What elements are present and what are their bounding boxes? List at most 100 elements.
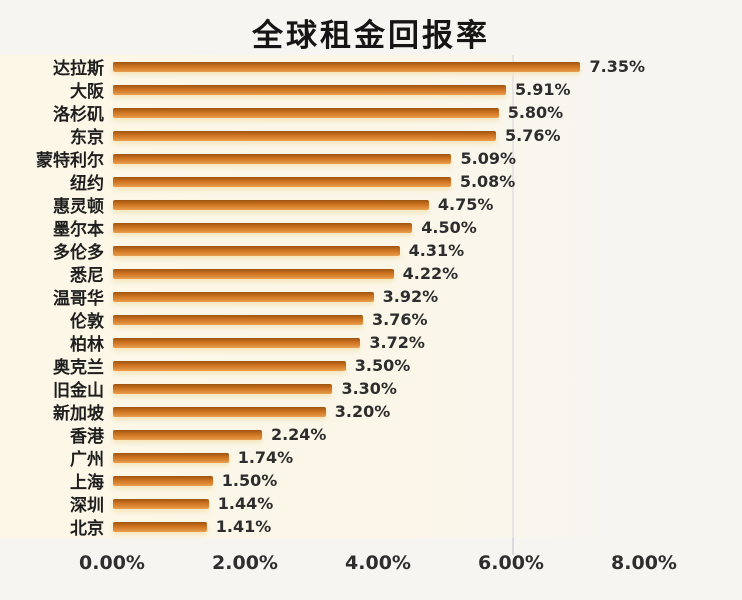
value-label: 7.35% bbox=[589, 57, 645, 76]
bar-track: 3.72% bbox=[113, 331, 645, 354]
bar-track: 1.74% bbox=[113, 446, 645, 469]
bar-track: 5.91% bbox=[113, 78, 645, 101]
category-label: 洛杉矶 bbox=[53, 105, 104, 125]
bar-row: 旧金山 3.30% bbox=[0, 377, 742, 401]
bar bbox=[113, 475, 213, 486]
bar-row: 悉尼 4.22% bbox=[0, 262, 742, 286]
bar-row: 墨尔本 4.50% bbox=[0, 216, 742, 240]
category-label: 悉尼 bbox=[70, 266, 104, 286]
bar-row: 蒙特利尔 5.09% bbox=[0, 147, 742, 171]
bar-track: 1.44% bbox=[113, 492, 645, 515]
bar-track: 5.09% bbox=[113, 147, 645, 170]
category-label: 香港 bbox=[70, 427, 104, 447]
category-label: 奥克兰 bbox=[53, 358, 104, 378]
category-label: 达拉斯 bbox=[53, 59, 104, 79]
category-label: 东京 bbox=[70, 128, 104, 148]
x-tick-4: 4.00% bbox=[345, 552, 411, 574]
category-label: 上海 bbox=[70, 473, 104, 493]
bar bbox=[113, 222, 413, 233]
x-axis: 0.00% 2.00% 4.00% 6.00% 8.00% bbox=[79, 552, 677, 584]
bar-row: 温哥华 3.92% bbox=[0, 285, 742, 309]
value-label: 1.41% bbox=[215, 517, 272, 536]
bar-row: 奥克兰 3.50% bbox=[0, 354, 742, 378]
value-label: 3.72% bbox=[369, 333, 425, 352]
bar bbox=[113, 521, 207, 532]
bar bbox=[113, 130, 497, 141]
bar-track: 2.24% bbox=[113, 423, 645, 446]
bar-track: 1.50% bbox=[113, 469, 645, 492]
bar bbox=[113, 498, 209, 509]
bar-track: 7.35% bbox=[113, 55, 645, 78]
value-label: 3.92% bbox=[382, 287, 439, 306]
bar-row: 新加坡 3.20% bbox=[0, 400, 742, 424]
bar bbox=[113, 406, 326, 417]
value-label: 2.24% bbox=[270, 425, 327, 444]
value-label: 4.50% bbox=[421, 218, 477, 237]
bar-track: 5.76% bbox=[113, 124, 645, 147]
chart-title: 全球租金回报率 bbox=[252, 18, 490, 54]
x-tick-8: 8.00% bbox=[611, 552, 677, 574]
x-tick-0: 0.00% bbox=[79, 552, 145, 574]
bar-track: 4.22% bbox=[113, 262, 645, 285]
bar-row: 广州 1.74% bbox=[0, 446, 742, 470]
category-label: 温哥华 bbox=[53, 289, 104, 309]
bar bbox=[113, 429, 262, 440]
bar-row: 大阪 5.91% bbox=[0, 78, 742, 102]
bar-row: 多伦多 4.31% bbox=[0, 239, 742, 263]
bar-row: 北京 1.41% bbox=[0, 515, 742, 539]
bar-track: 3.50% bbox=[113, 354, 645, 377]
category-label: 广州 bbox=[70, 450, 104, 470]
bar-row: 惠灵顿 4.75% bbox=[0, 193, 742, 217]
bar-track: 3.76% bbox=[113, 308, 645, 331]
category-label: 深圳 bbox=[70, 496, 104, 516]
bar-track: 4.50% bbox=[113, 216, 645, 239]
bar-track: 3.30% bbox=[113, 377, 645, 400]
bar-row: 洛杉矶 5.80% bbox=[0, 101, 742, 125]
value-label: 4.22% bbox=[402, 264, 459, 283]
bar bbox=[113, 176, 451, 187]
bar-track: 4.31% bbox=[113, 239, 645, 262]
bar bbox=[113, 383, 333, 394]
bar-track: 3.20% bbox=[113, 400, 645, 423]
bar bbox=[113, 268, 394, 279]
bar-row: 香港 2.24% bbox=[0, 423, 742, 447]
value-label: 3.20% bbox=[334, 402, 391, 421]
bar bbox=[113, 360, 346, 371]
bar bbox=[113, 61, 581, 72]
category-label: 柏林 bbox=[70, 335, 104, 355]
category-label: 墨尔本 bbox=[53, 220, 104, 240]
bar bbox=[113, 153, 452, 164]
value-label: 4.75% bbox=[437, 195, 494, 214]
plot-area: 达拉斯 7.35% 大阪 5.91% 洛杉矶 5.80% 东京 5.76% 蒙特… bbox=[0, 55, 742, 584]
value-label: 5.80% bbox=[507, 103, 564, 122]
value-label: 3.30% bbox=[341, 379, 397, 398]
value-label: 1.50% bbox=[221, 471, 278, 490]
value-label: 5.09% bbox=[460, 149, 516, 168]
value-label: 4.31% bbox=[408, 241, 465, 260]
bar-row: 柏林 3.72% bbox=[0, 331, 742, 355]
category-label: 大阪 bbox=[70, 82, 104, 102]
category-label: 伦敦 bbox=[70, 312, 104, 332]
bar bbox=[113, 107, 499, 118]
bar-track: 1.41% bbox=[113, 515, 645, 538]
value-label: 1.74% bbox=[237, 448, 294, 467]
category-label: 新加坡 bbox=[53, 404, 104, 424]
bar-row: 上海 1.50% bbox=[0, 469, 742, 493]
value-label: 1.44% bbox=[217, 494, 274, 513]
bar-row: 伦敦 3.76% bbox=[0, 308, 742, 332]
category-label: 北京 bbox=[70, 519, 104, 539]
bar bbox=[113, 199, 429, 210]
bar-rows: 达拉斯 7.35% 大阪 5.91% 洛杉矶 5.80% 东京 5.76% 蒙特… bbox=[0, 55, 742, 539]
bar bbox=[113, 337, 361, 348]
bar bbox=[113, 291, 374, 302]
category-label: 惠灵顿 bbox=[53, 197, 104, 217]
bar-track: 5.08% bbox=[113, 170, 645, 193]
bar bbox=[113, 314, 364, 325]
x-tick-2: 2.00% bbox=[212, 552, 278, 574]
value-label: 3.50% bbox=[354, 356, 411, 375]
bar bbox=[113, 452, 229, 463]
bar-track: 4.75% bbox=[113, 193, 645, 216]
x-tick-6: 6.00% bbox=[478, 552, 544, 574]
bar bbox=[113, 84, 506, 95]
bar-row: 达拉斯 7.35% bbox=[0, 55, 742, 79]
